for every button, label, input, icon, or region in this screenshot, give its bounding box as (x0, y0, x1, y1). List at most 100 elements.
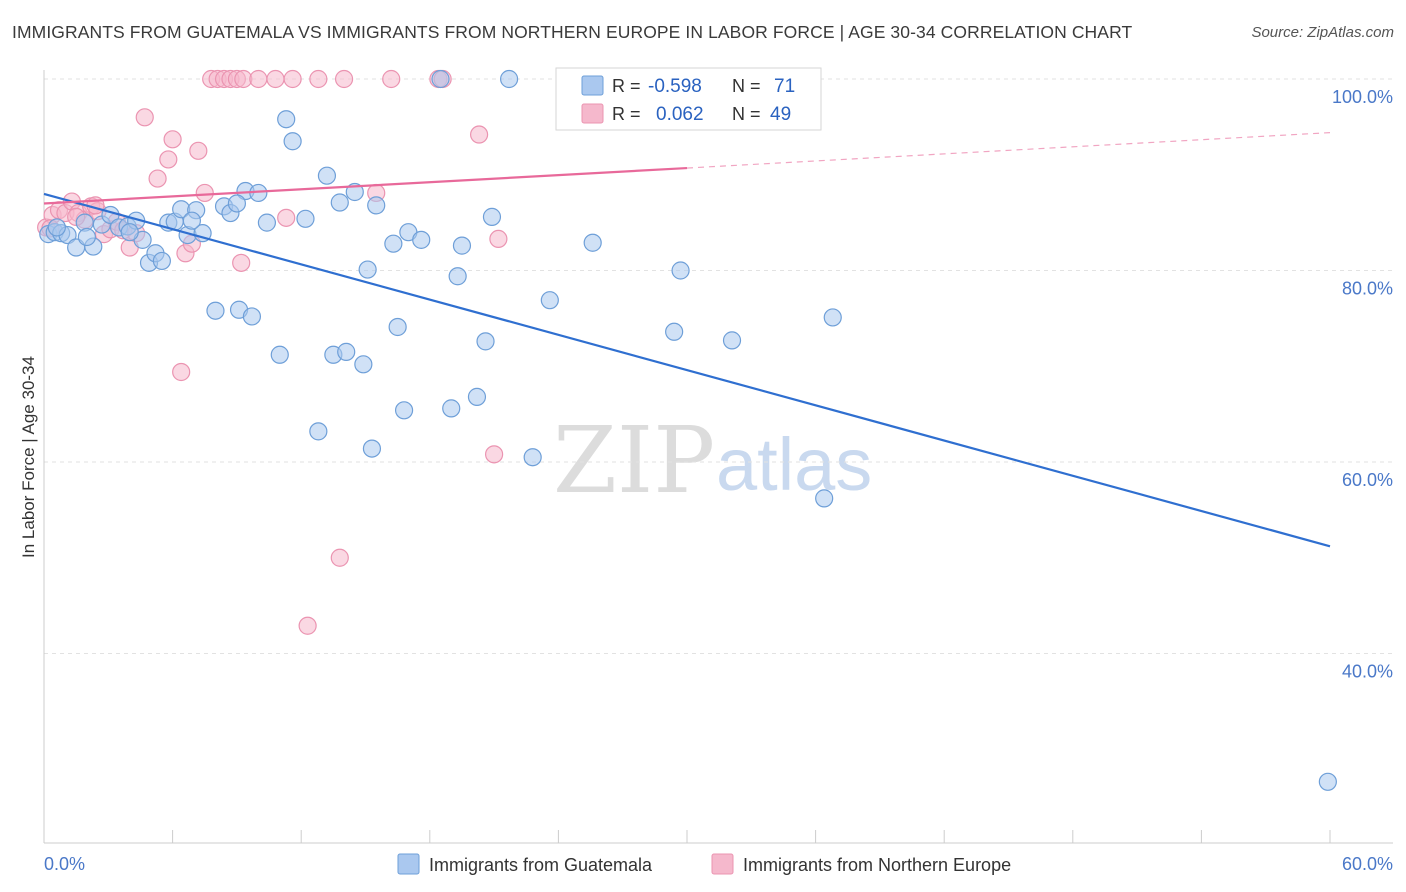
guatemala-point (120, 223, 139, 242)
northern-europe-point (382, 69, 401, 89)
legend-swatch-northern-europe (711, 853, 734, 875)
northern-europe-point (232, 253, 251, 272)
trend-line-northern-europe-extension (686, 132, 1331, 169)
watermark: ZIP atlas (553, 407, 872, 514)
y-axis-tick-labels: 40.0% 60.0% 80.0% 100.0% (1332, 87, 1393, 682)
guatemala-point (47, 218, 66, 237)
y-tick-label: 40.0% (1342, 662, 1393, 682)
guatemala-point (77, 227, 96, 247)
guatemala-point (412, 230, 431, 249)
y-tick-label: 60.0% (1342, 470, 1393, 490)
northern-europe-point (172, 362, 191, 382)
watermark-atlas: atlas (716, 423, 872, 506)
northern-europe-point (334, 69, 354, 89)
stats-swatch-guatemala (581, 75, 604, 96)
northern-europe-point (249, 69, 268, 89)
y-tick-label: 80.0% (1342, 279, 1393, 299)
guatemala-point (431, 69, 450, 89)
guatemala-point (277, 110, 296, 129)
x-tick-label-max: 60.0% (1342, 854, 1393, 874)
stats-r-label-guatemala: R = (612, 76, 641, 96)
guatemala-point (309, 422, 328, 441)
northern-europe-point (159, 150, 178, 169)
guatemala-point (367, 196, 386, 215)
guatemala-point (182, 211, 201, 230)
northern-europe-point (135, 108, 154, 127)
guatemala-point (665, 322, 684, 341)
source-credit: Source: ZipAtlas.com (1251, 24, 1394, 41)
northern-europe-point (266, 69, 285, 89)
northern-europe-point (148, 169, 167, 188)
guatemala-point (448, 267, 467, 286)
axes (43, 70, 1393, 844)
guatemala-point (388, 317, 407, 337)
northern-europe-point (469, 125, 489, 144)
guatemala-point (500, 69, 519, 89)
stats-n-label-guatemala: N = (732, 76, 761, 96)
guatemala-point (362, 439, 382, 458)
guatemala-point (330, 193, 349, 212)
stats-n-value-guatemala: 71 (774, 76, 795, 97)
x-axis-ticks (43, 830, 1331, 843)
guatemala-point (482, 207, 502, 226)
stats-legend: R = -0.598 N = 71 R = 0.062 N = 49 (555, 67, 822, 131)
guatemala-point (337, 342, 356, 361)
guatemala-point (296, 209, 315, 228)
guatemala-point (442, 399, 461, 418)
guatemala-point (345, 182, 364, 202)
northern-europe-point (309, 69, 328, 89)
guatemala-point (358, 260, 377, 279)
guatemala-point (384, 234, 403, 253)
trend-line-northern-europe (43, 166, 688, 205)
guatemala-point (227, 194, 246, 213)
guatemala-point (1318, 772, 1337, 791)
guatemala-point (242, 307, 262, 326)
legend-swatch-guatemala (397, 853, 420, 875)
northern-europe-point (330, 548, 349, 567)
northern-europe-point (163, 130, 182, 149)
guatemala-point (452, 236, 472, 255)
trend-lines (43, 132, 1331, 548)
guatemala-point (467, 387, 487, 406)
guatemala-point (722, 331, 742, 350)
watermark-zip: ZIP (553, 407, 715, 514)
stats-n-label-northern-europe: N = (732, 104, 761, 124)
gridlines (44, 78, 1393, 654)
guatemala-point (317, 166, 337, 185)
northern-europe-point (283, 69, 302, 89)
stats-r-value-guatemala: -0.598 (648, 76, 702, 97)
northern-europe-point (189, 141, 208, 160)
guatemala-point (394, 401, 414, 420)
stats-n-value-northern-europe: 49 (770, 104, 791, 125)
legend-label-guatemala: Immigrants from Guatemala (429, 855, 653, 875)
series-legend: Immigrants from Guatemala Immigrants fro… (397, 853, 1011, 875)
guatemala-point (815, 489, 834, 508)
guatemala-point (270, 345, 289, 364)
stats-r-label-northern-europe: R = (612, 104, 641, 124)
guatemala-point (257, 213, 277, 232)
guatemala-point (152, 251, 171, 271)
chart-title: IMMIGRANTS FROM GUATEMALA VS IMMIGRANTS … (12, 22, 1133, 42)
stats-r-value-northern-europe: 0.062 (656, 104, 704, 125)
y-tick-label: 100.0% (1332, 87, 1393, 107)
series-guatemala-points (39, 69, 1337, 791)
guatemala-point (583, 233, 602, 252)
northern-europe-point (195, 183, 214, 203)
guatemala-point (283, 132, 302, 151)
guatemala-point (476, 332, 495, 351)
northern-europe-point (298, 616, 317, 635)
legend-label-northern-europe: Immigrants from Northern Europe (743, 855, 1011, 875)
northern-europe-point (485, 445, 504, 464)
guatemala-point (206, 301, 225, 320)
northern-europe-point (277, 208, 296, 227)
guatemala-point (823, 308, 842, 327)
northern-europe-point (489, 229, 508, 249)
x-tick-label-min: 0.0% (44, 854, 85, 874)
stats-swatch-northern-europe (581, 103, 604, 124)
trend-line-guatemala (43, 192, 1331, 548)
guatemala-point (671, 261, 690, 280)
guatemala-point (354, 355, 373, 374)
guatemala-point (540, 291, 559, 310)
y-axis-label: In Labor Force | Age 30-34 (19, 356, 38, 558)
